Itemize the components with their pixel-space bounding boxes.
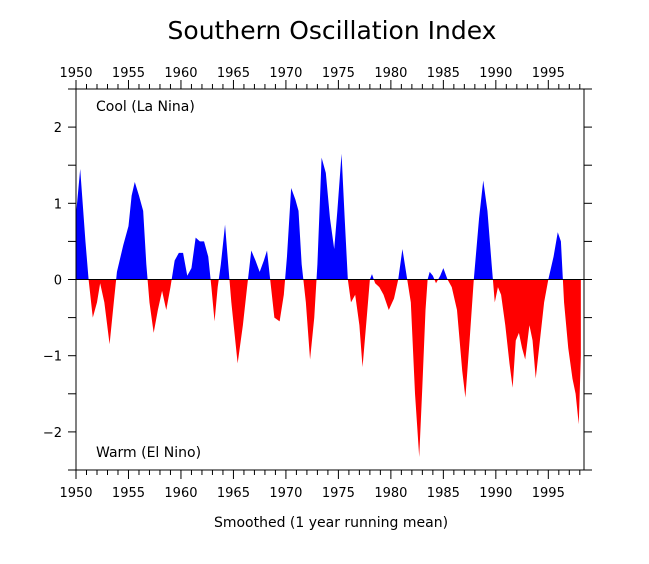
x-axis-label: Smoothed (1 year running mean) xyxy=(214,515,448,531)
x-tick-label-bottom: 1975 xyxy=(322,486,355,501)
x-tick-label-top: 1985 xyxy=(427,66,460,81)
x-tick-label-top: 1970 xyxy=(269,66,302,81)
x-tick-label-bottom: 1990 xyxy=(479,486,512,501)
x-tick-label-top: 1955 xyxy=(112,66,145,81)
chart-title: Southern Oscillation Index xyxy=(168,16,497,45)
x-tick-label-top: 1975 xyxy=(322,66,355,81)
x-tick-label-bottom: 1980 xyxy=(374,486,407,501)
x-tick-label-top: 1990 xyxy=(479,66,512,81)
y-tick-label: −2 xyxy=(43,426,62,441)
x-tick-label-top: 1995 xyxy=(532,66,565,81)
y-tick-label: 2 xyxy=(54,121,62,136)
x-tick-label-bottom: 1950 xyxy=(59,486,92,501)
plot-area: 1950 1950 1955 1955 1960 1960 1965 1965 1970 1970… xyxy=(43,66,592,501)
y-tick-label: 0 xyxy=(54,274,62,289)
y-tick-label: 1 xyxy=(54,197,62,212)
x-tick-label-bottom: 1960 xyxy=(164,486,197,501)
annotation-cool: Cool (La Nina) xyxy=(96,99,195,115)
annotation-warm: Warm (El Nino) xyxy=(96,445,201,461)
x-tick-label-bottom: 1995 xyxy=(532,486,565,501)
x-tick-label-top: 1980 xyxy=(374,66,407,81)
negative-area xyxy=(76,154,581,457)
x-tick-label-bottom: 1985 xyxy=(427,486,460,501)
x-tick-label-top: 1965 xyxy=(217,66,250,81)
x-tick-label-bottom: 1970 xyxy=(269,486,302,501)
x-tick-label-top: 1950 xyxy=(59,66,92,81)
x-tick-label-bottom: 1965 xyxy=(217,486,250,501)
x-tick-label-bottom: 1955 xyxy=(112,486,145,501)
y-tick-label: −1 xyxy=(43,350,62,365)
x-tick-label-top: 1960 xyxy=(164,66,197,81)
